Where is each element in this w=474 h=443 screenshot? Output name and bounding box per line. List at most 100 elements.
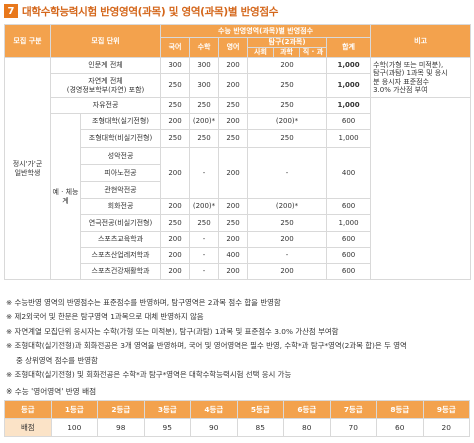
grade-col: 1등급 xyxy=(50,400,98,419)
footnote: ※ 제2외국어 및 한문은 탐구영역 1과목으로 대체 반영하지 않음 xyxy=(6,312,204,322)
grade-col: 4등급 xyxy=(190,400,238,419)
math-cell: - xyxy=(189,263,220,280)
table-row: 스포츠건강재활학과 200 - 200 200 600 xyxy=(5,263,471,280)
english-cell: 250 xyxy=(218,214,249,232)
unit-cell: 피아노전공 xyxy=(79,164,162,182)
total-cell: 1,000 xyxy=(326,73,372,98)
inquiry-cell: 250 xyxy=(247,97,328,114)
footnote: ※ 조형대학(실기전형) 및 회화전공은 수학*과 탐구*영역은 대학수학능력시… xyxy=(6,370,292,380)
math-cell: (200)* xyxy=(189,113,220,130)
korean-cell: 250 xyxy=(160,214,191,232)
inquiry-cell: 250 xyxy=(247,214,328,232)
score-table: 모집 구분 모집 단위 수능 반영영역(과목)별 반영점수 비고 국어 수학 영… xyxy=(4,24,472,280)
english-cell: 200 xyxy=(218,73,249,98)
korean-cell: 200 xyxy=(160,147,191,199)
english-cell: 250 xyxy=(218,129,249,148)
grade-row-label: 배점 xyxy=(4,418,52,437)
grade-points: 100 xyxy=(50,418,98,437)
note-line: 3.0% 가산점 부여 xyxy=(373,85,428,94)
total-cell: 600 xyxy=(326,113,372,130)
table-row: 자유전공 250 250 250 250 1,000 xyxy=(5,97,472,280)
section-number-badge: 7 xyxy=(4,4,18,18)
inquiry-cell: 200 xyxy=(247,231,328,248)
table-row: 정시'가'군 일반학생 인문계 전체 300 300 200 200 1,000… xyxy=(4,57,472,280)
group-label-1: 정시'가'군 xyxy=(12,160,43,169)
unit-cell: 인문계 전체 xyxy=(49,57,162,74)
grade-col: 3등급 xyxy=(143,400,191,419)
unit-cell: 스포츠교육학과 xyxy=(79,231,162,248)
inquiry-cell: 250 xyxy=(247,129,328,148)
total-cell: 600 xyxy=(326,198,372,215)
inquiry-cell: (200)* xyxy=(247,198,328,215)
table-row: 회화전공 200 (200)* 200 (200)* 600 xyxy=(5,198,471,215)
footnote: 중 상위영역 점수를 반영함 xyxy=(16,355,98,365)
grade-points: 20 xyxy=(422,418,470,437)
grade-col: 5등급 xyxy=(236,400,284,419)
english-cell: 250 xyxy=(218,97,249,114)
col-korean: 국어 xyxy=(160,37,191,58)
col-math: 수학 xyxy=(189,37,220,58)
math-cell: 300 xyxy=(189,57,220,74)
col-top: 수능 반영영역(과목)별 반영점수 xyxy=(160,24,372,38)
grade-col: 8등급 xyxy=(376,400,424,419)
unit-cell: 성악전공 xyxy=(79,147,162,165)
math-cell: 300 xyxy=(189,73,220,98)
inquiry-cell: 200 xyxy=(247,57,328,74)
total-cell: 400 xyxy=(326,147,372,199)
unit-line: (경영정보학부(자연) 포함) xyxy=(66,85,145,94)
math-cell: - xyxy=(189,147,220,199)
section-title: 7 대학수학능력시험 반영영역(과목) 및 영역(과목)별 반영점수 xyxy=(4,2,278,20)
grade-points: 70 xyxy=(329,418,377,437)
english-cell: 200 xyxy=(218,147,249,199)
unit-cell: 관현악전공 xyxy=(79,181,162,199)
inquiry-cell: (200)* xyxy=(247,113,328,130)
english-cell: 200 xyxy=(218,231,249,248)
math-cell: 250 xyxy=(189,97,220,114)
col-science: 과학 xyxy=(273,47,301,58)
english-cell: 200 xyxy=(218,198,249,215)
notes-cell: 수학(가형 또는 미적분), 탐구(과탐) 1과목 및 응시 분 응시자 표준점… xyxy=(370,57,472,98)
english-cell: 200 xyxy=(218,113,249,130)
arts-label: 예 · 체능계 xyxy=(50,113,81,280)
korean-cell: 200 xyxy=(160,113,191,130)
col-inquiry: 탐구(2과목) xyxy=(247,37,328,48)
note-line: 탐구(과탐) 1과목 및 응시 xyxy=(373,69,448,78)
grade-col: 6등급 xyxy=(283,400,331,419)
korean-cell: 300 xyxy=(160,57,191,74)
table-row: 조형대학(비실기전형) 250 250 250 250 1,000 xyxy=(5,129,471,148)
inquiry-cell: - xyxy=(247,247,328,264)
english-cell: 200 xyxy=(218,263,249,280)
unit-cell: 자유전공 xyxy=(49,97,162,114)
col-unit: 모집 단위 xyxy=(49,24,162,58)
group-cell: 정시'가'군 일반학생 xyxy=(4,57,51,280)
grade-points: 98 xyxy=(97,418,145,437)
total-cell: 600 xyxy=(326,231,372,248)
unit-cell: 조형대학(실기전형) xyxy=(79,113,162,130)
grade-points: 85 xyxy=(236,418,284,437)
grade-col: 9등급 xyxy=(422,400,470,419)
math-cell: 250 xyxy=(189,214,220,232)
col-group: 모집 구분 xyxy=(4,24,51,58)
note-line: 분 응시자 표준점수 xyxy=(373,77,430,86)
total-cell: 1,000 xyxy=(326,214,372,232)
unit-cell: 연극전공(비실기전형) xyxy=(79,214,162,232)
unit-line: 자연계 전체 xyxy=(88,77,123,86)
korean-cell: 200 xyxy=(160,247,191,264)
col-vocational: 직 · 과 xyxy=(299,47,328,58)
inquiry-cell: - xyxy=(247,147,328,199)
korean-cell: 200 xyxy=(160,198,191,215)
korean-cell: 250 xyxy=(160,73,191,98)
total-cell: 600 xyxy=(326,247,372,264)
unit-cell: 회화전공 xyxy=(79,198,162,215)
math-cell: - xyxy=(189,247,220,264)
footnote: ※ 조형대학(실기전형)과 회화전공은 3개 영역을 반영하며, 국어 및 영어… xyxy=(6,341,407,351)
grade-points: 60 xyxy=(376,418,424,437)
unit-cell: 자연계 전체 (경영정보학부(자연) 포함) xyxy=(49,73,162,98)
grade-header-label: 등급 xyxy=(4,400,52,419)
col-social: 사회 xyxy=(247,47,275,58)
footnotes: ※ 수능반영 영역의 반영점수는 표준점수를 반영하며, 탐구영역은 2과목 점… xyxy=(6,296,470,382)
english-cell: 200 xyxy=(218,57,249,74)
grade-table-title: ※ 수능 '영어영역' 반영 배점 xyxy=(6,387,97,396)
grade-col: 7등급 xyxy=(329,400,377,419)
grade-col: 2등급 xyxy=(97,400,145,419)
